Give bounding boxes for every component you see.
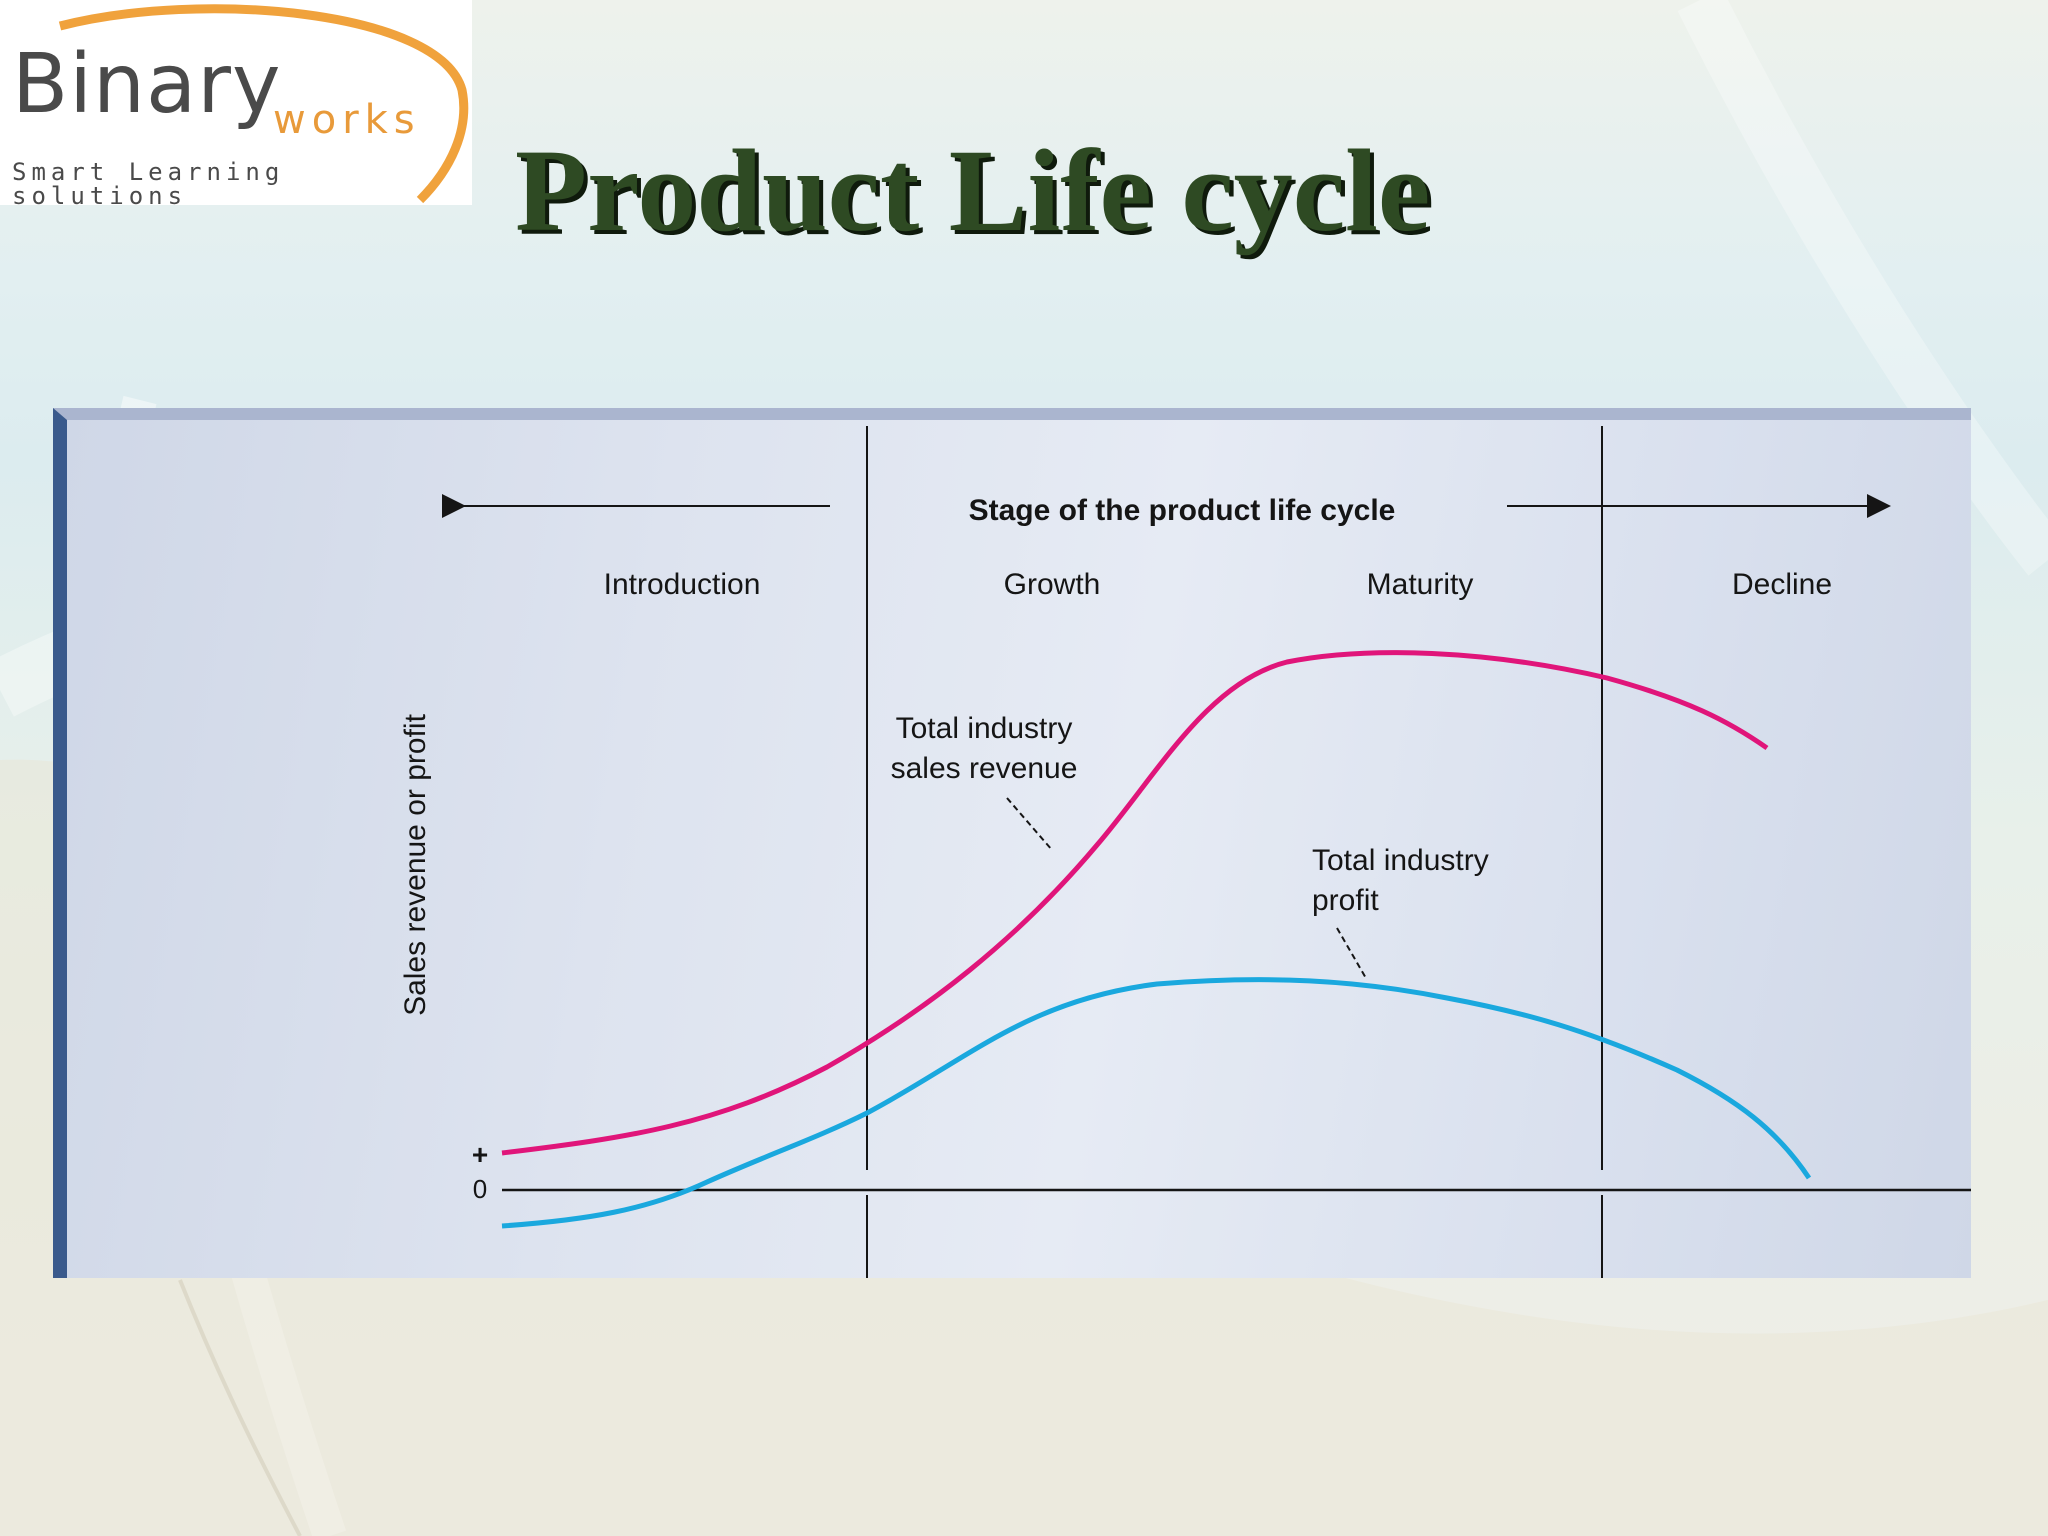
slide-title: Product Life cycle: [515, 125, 1431, 256]
sales-revenue-curve: [501, 650, 1769, 1156]
profit-leader: [1336, 927, 1368, 981]
profit-curve: [501, 977, 1812, 1229]
logo-tagline: Smart Learning solutions: [12, 158, 285, 205]
logo-brand-text: Binary: [12, 37, 282, 132]
stage-maturity: Maturity: [1367, 568, 1474, 601]
profit-label-line1: Total industry: [1312, 844, 1489, 877]
stage-growth: Growth: [1004, 568, 1101, 601]
stage-introduction: Introduction: [604, 568, 761, 601]
sales-revenue-label-line1: Total industry: [896, 712, 1073, 745]
stage-decline: Decline: [1732, 568, 1832, 601]
sales-revenue-leader: [1006, 797, 1053, 851]
logo-brand-suffix: works: [273, 97, 421, 143]
product-life-cycle-diagram: Stage of the product life cycle Introduc…: [53, 408, 1971, 1278]
brand-logo: Binary works Smart Learning solutions: [0, 0, 472, 205]
y-axis-label: Sales revenue or profit: [399, 713, 432, 1015]
sales-revenue-label-line2: sales revenue: [891, 752, 1078, 785]
y-axis-zero: 0: [473, 1174, 487, 1204]
y-axis-plus: +: [472, 1139, 488, 1170]
logo-swoosh: [58, 4, 469, 204]
diagram-canvas: Stage of the product life cycle Introduc…: [399, 426, 1971, 1278]
stage-header: Stage of the product life cycle: [969, 494, 1396, 527]
profit-label-line2: profit: [1312, 884, 1379, 917]
